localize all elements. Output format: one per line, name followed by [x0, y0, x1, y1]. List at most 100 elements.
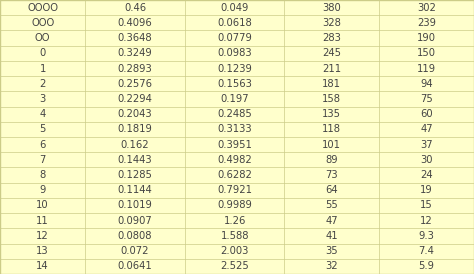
- Bar: [185, 137, 284, 152]
- Text: 135: 135: [322, 109, 341, 119]
- Text: 35: 35: [326, 246, 338, 256]
- Bar: [185, 30, 284, 46]
- Bar: [284, 0, 379, 15]
- Bar: [0, 213, 85, 228]
- Text: 19: 19: [420, 185, 433, 195]
- Bar: [85, 30, 185, 46]
- Text: 7: 7: [39, 155, 46, 165]
- Text: 30: 30: [420, 155, 433, 165]
- Text: 0.2576: 0.2576: [118, 79, 153, 89]
- Bar: [284, 259, 379, 274]
- Text: 9.3: 9.3: [419, 231, 435, 241]
- Bar: [284, 228, 379, 244]
- Text: 47: 47: [326, 216, 338, 226]
- Bar: [185, 107, 284, 122]
- Bar: [379, 213, 474, 228]
- Text: 380: 380: [322, 3, 341, 13]
- Bar: [185, 15, 284, 30]
- Text: OO: OO: [35, 33, 50, 43]
- Bar: [185, 0, 284, 15]
- Text: 0.1239: 0.1239: [217, 64, 252, 73]
- Text: 0.3133: 0.3133: [217, 124, 252, 134]
- Bar: [185, 61, 284, 76]
- Text: 0.0907: 0.0907: [118, 216, 153, 226]
- Bar: [0, 183, 85, 198]
- Bar: [0, 152, 85, 167]
- Bar: [284, 91, 379, 107]
- Bar: [185, 259, 284, 274]
- Bar: [0, 122, 85, 137]
- Bar: [379, 244, 474, 259]
- Text: 0.1563: 0.1563: [217, 79, 252, 89]
- Bar: [0, 259, 85, 274]
- Text: 1.26: 1.26: [223, 216, 246, 226]
- Text: 1: 1: [39, 64, 46, 73]
- Bar: [379, 198, 474, 213]
- Bar: [0, 198, 85, 213]
- Text: 0: 0: [39, 48, 46, 58]
- Text: 0.0808: 0.0808: [118, 231, 152, 241]
- Bar: [379, 15, 474, 30]
- Bar: [85, 244, 185, 259]
- Bar: [0, 0, 85, 15]
- Bar: [85, 46, 185, 61]
- Bar: [185, 152, 284, 167]
- Text: 119: 119: [417, 64, 436, 73]
- Bar: [85, 107, 185, 122]
- Text: 0.1144: 0.1144: [118, 185, 153, 195]
- Bar: [284, 46, 379, 61]
- Text: 73: 73: [326, 170, 338, 180]
- Bar: [284, 244, 379, 259]
- Bar: [185, 213, 284, 228]
- Text: 283: 283: [322, 33, 341, 43]
- Bar: [0, 228, 85, 244]
- Text: 94: 94: [420, 79, 433, 89]
- Text: 101: 101: [322, 140, 341, 150]
- Text: 2.003: 2.003: [220, 246, 249, 256]
- Text: 24: 24: [420, 170, 433, 180]
- Text: 0.0779: 0.0779: [217, 33, 252, 43]
- Bar: [379, 0, 474, 15]
- Bar: [185, 46, 284, 61]
- Text: 0.2485: 0.2485: [217, 109, 252, 119]
- Text: 4: 4: [39, 109, 46, 119]
- Text: 5: 5: [39, 124, 46, 134]
- Bar: [0, 137, 85, 152]
- Text: 0.4096: 0.4096: [118, 18, 153, 28]
- Text: 0.072: 0.072: [121, 246, 149, 256]
- Text: 41: 41: [326, 231, 338, 241]
- Text: 211: 211: [322, 64, 341, 73]
- Text: 2: 2: [39, 79, 46, 89]
- Bar: [379, 152, 474, 167]
- Bar: [284, 107, 379, 122]
- Text: 0.049: 0.049: [220, 3, 249, 13]
- Text: 0.197: 0.197: [220, 94, 249, 104]
- Text: 190: 190: [417, 33, 436, 43]
- Bar: [379, 61, 474, 76]
- Bar: [284, 213, 379, 228]
- Text: 1.588: 1.588: [220, 231, 249, 241]
- Bar: [185, 198, 284, 213]
- Text: 0.46: 0.46: [124, 3, 146, 13]
- Text: 181: 181: [322, 79, 341, 89]
- Bar: [284, 61, 379, 76]
- Text: 0.1443: 0.1443: [118, 155, 153, 165]
- Text: 0.3951: 0.3951: [217, 140, 252, 150]
- Text: 9: 9: [39, 185, 46, 195]
- Text: 55: 55: [326, 201, 338, 210]
- Bar: [185, 167, 284, 183]
- Text: 239: 239: [417, 18, 436, 28]
- Bar: [379, 76, 474, 91]
- Bar: [85, 61, 185, 76]
- Bar: [0, 30, 85, 46]
- Text: 302: 302: [417, 3, 436, 13]
- Text: 0.2294: 0.2294: [118, 94, 153, 104]
- Bar: [85, 198, 185, 213]
- Bar: [0, 61, 85, 76]
- Text: 0.1285: 0.1285: [118, 170, 153, 180]
- Text: 89: 89: [326, 155, 338, 165]
- Text: 12: 12: [420, 216, 433, 226]
- Text: 11: 11: [36, 216, 49, 226]
- Text: 2.525: 2.525: [220, 261, 249, 271]
- Text: 150: 150: [417, 48, 436, 58]
